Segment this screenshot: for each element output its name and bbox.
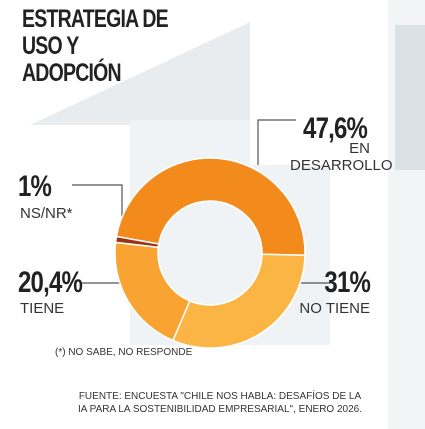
donut-segment xyxy=(115,157,306,257)
leader-line xyxy=(257,119,296,165)
leader-line xyxy=(72,184,123,232)
value-label: 31% xyxy=(324,266,370,299)
category-label: TIENE xyxy=(20,300,65,317)
value-label: 20,4% xyxy=(18,266,83,299)
bg-shape xyxy=(395,25,425,170)
category-label: NO TIENE xyxy=(299,300,370,317)
value-label: 1% xyxy=(18,170,52,203)
donut-segment xyxy=(114,235,160,249)
category-label: EN DESARROLLO xyxy=(290,140,393,174)
source: FUENTE: ENCUESTA "CHILE NOS HABLA: DESAF… xyxy=(77,391,363,415)
value-label: 47,6% xyxy=(302,112,368,145)
donut-segment xyxy=(171,253,306,349)
footnote: (*) NO SABE, NO RESPONDE xyxy=(55,347,193,358)
category-label: NS/NR* xyxy=(20,205,73,222)
title: ESTRATEGIA DE USO Y ADOPCIÓN xyxy=(22,5,169,87)
bg-shape xyxy=(30,22,250,125)
